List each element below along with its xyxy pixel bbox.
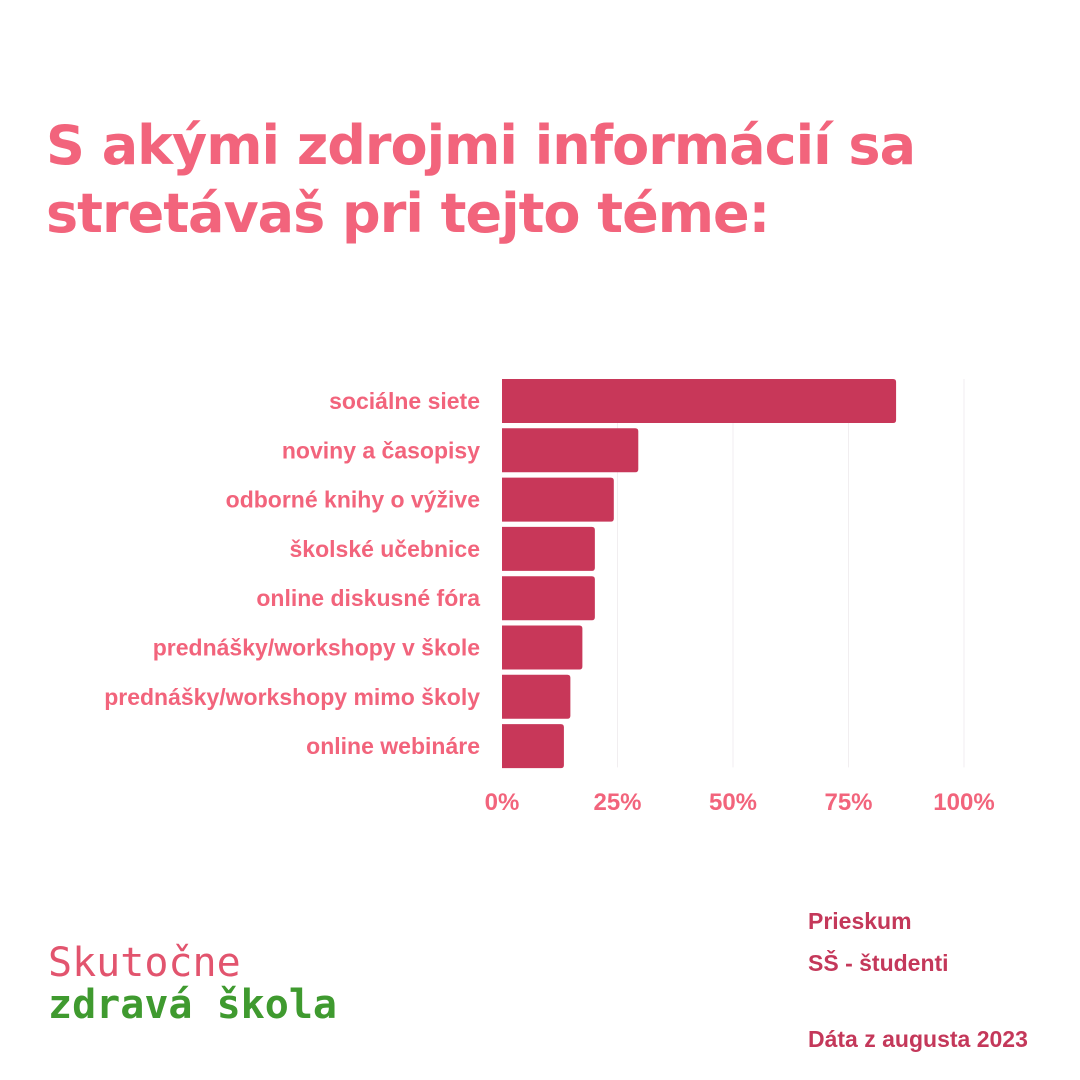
category-label: noviny a časopisy	[282, 437, 480, 463]
x-tick-label: 25%	[593, 789, 641, 816]
bar	[502, 428, 639, 473]
x-tick-label: 75%	[824, 789, 872, 816]
chart-title-line2: stretávaš pri tejto téme:	[46, 182, 770, 245]
category-label: online webináre	[306, 733, 480, 759]
chart-title-line1: S akými zdrojmi informácií sa	[46, 114, 916, 177]
bar	[502, 674, 571, 719]
category-labels: sociálne siete noviny a časopisy odborné k…	[104, 388, 480, 759]
category-label: odborné knihy o výžive	[226, 487, 480, 513]
bar	[502, 379, 897, 423]
category-label: prednášky/workshopy v škole	[153, 635, 480, 661]
bars	[502, 379, 897, 769]
bar	[502, 526, 595, 571]
category-label: online diskusné fóra	[256, 585, 480, 611]
bar	[502, 576, 595, 621]
category-label: školské učebnice	[290, 536, 481, 562]
x-tick-label: 100%	[933, 789, 994, 816]
x-tick-label: 50%	[709, 789, 757, 816]
category-label: sociálne siete	[329, 388, 480, 414]
grid-lines	[617, 379, 965, 768]
x-axis-tick-labels: 0% 25% 50% 75% 100%	[485, 789, 995, 816]
logo-text-zdrava-skola: zdravá škola	[48, 982, 337, 1028]
survey-label: Prieskum	[808, 908, 912, 934]
bar	[502, 625, 583, 670]
category-label: prednášky/workshopy mimo školy	[104, 684, 480, 710]
survey-group: SŠ - študenti	[808, 950, 949, 976]
bar	[502, 724, 564, 769]
logo-text-skutocne: Skutočne	[48, 940, 241, 986]
bar	[502, 477, 614, 522]
x-tick-label: 0%	[485, 789, 520, 816]
chart-title: S akými zdrojmi informácií sa stretávaš …	[46, 112, 1046, 248]
data-date: Dáta z augusta 2023	[808, 1026, 1028, 1052]
